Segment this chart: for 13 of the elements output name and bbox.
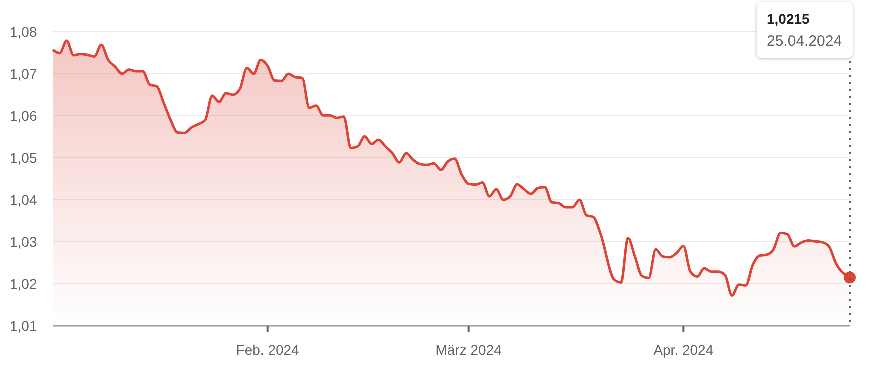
y-tick-label: 1,04 (10, 192, 38, 208)
y-tick-label: 1,03 (10, 234, 38, 250)
y-tick-label: 1,02 (10, 276, 38, 292)
y-tick-label: 1,05 (10, 150, 38, 166)
y-tick-label: 1,07 (10, 66, 38, 82)
y-tick-label: 1,08 (10, 24, 38, 40)
text: 1,0215 (767, 11, 810, 27)
x-tick-label: Feb. 2024 (236, 342, 300, 358)
y-tick-label: 1,01 (10, 318, 38, 334)
y-tick-label: 1,06 (10, 108, 38, 124)
annotation: 25.04.2024 (767, 33, 842, 50)
x-tick-label: März 2024 (436, 342, 502, 358)
x-tick-label: Apr. 2024 (654, 342, 714, 358)
